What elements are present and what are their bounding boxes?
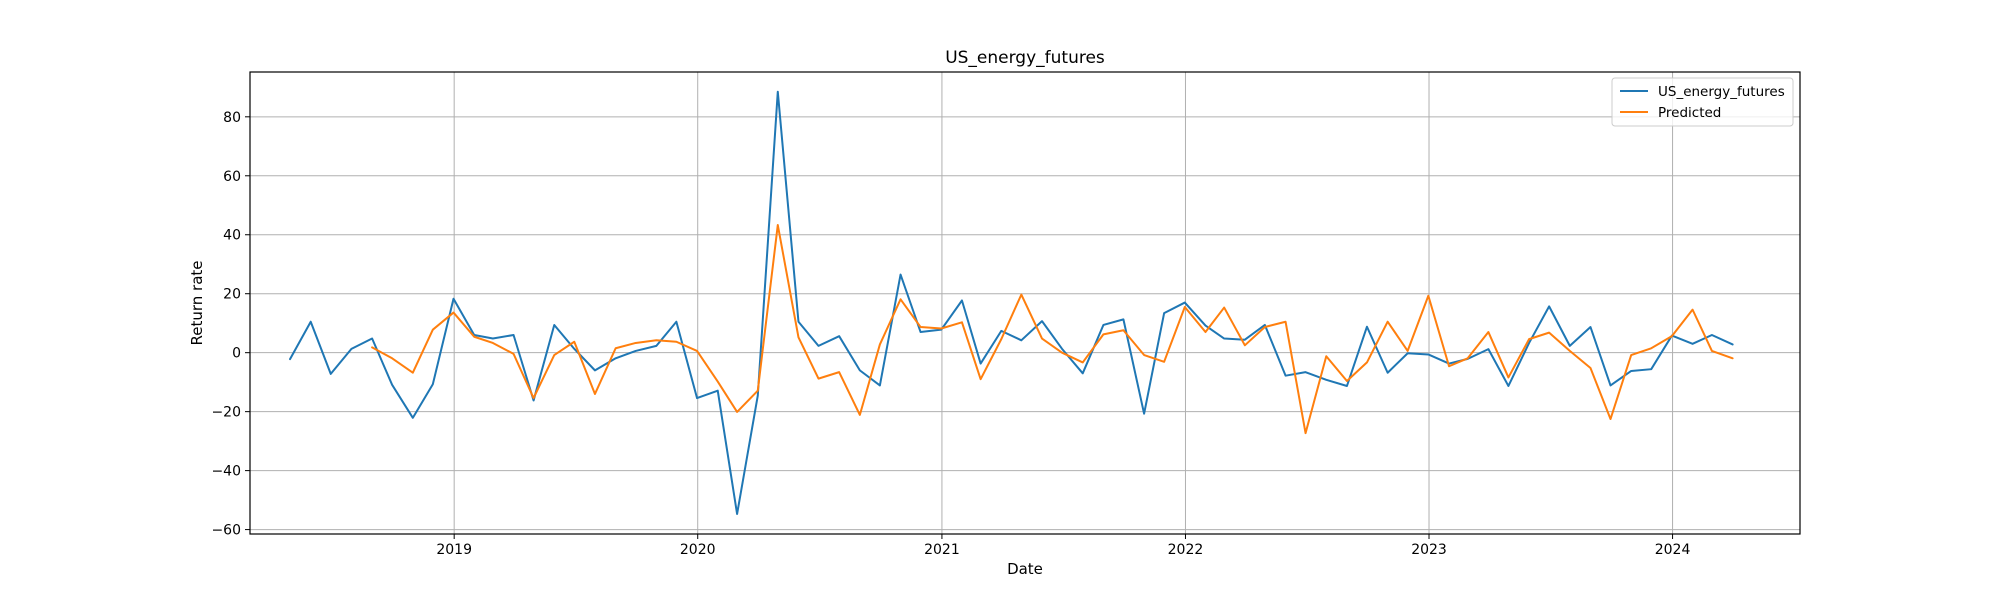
y-tick-label: −60 <box>211 523 241 539</box>
series-layer <box>289 90 1734 515</box>
y-tick-label: 80 <box>223 110 241 126</box>
y-tick-label: 20 <box>223 287 241 303</box>
x-tick-label: 2023 <box>1411 542 1447 558</box>
x-tick-label: 2024 <box>1655 542 1691 558</box>
x-tick-label: 2022 <box>1168 542 1204 558</box>
tick-layer: 2019 2020 2021 2022 2023 2024 −60 −40 −20 0 20 40 60… <box>211 110 1690 558</box>
legend: US_energy_futures Predicted <box>1611 77 1794 127</box>
x-tick-label: 2019 <box>436 542 472 558</box>
chart-title: US_energy_futures <box>945 48 1105 68</box>
y-tick-label: −40 <box>211 464 241 480</box>
y-tick-label: 0 <box>232 346 241 362</box>
legend-label-series-1: US_energy_futures <box>1658 84 1785 100</box>
plot-frame <box>249 71 1801 535</box>
grid-layer <box>250 72 1800 534</box>
y-tick-label: −20 <box>211 405 241 421</box>
legend-label-series-2: Predicted <box>1658 105 1721 121</box>
legend-box <box>1611 77 1794 127</box>
y-tick-label: 60 <box>223 169 241 185</box>
y-axis-label: Return rate <box>188 260 206 345</box>
series-line-2 <box>371 224 1734 435</box>
y-tick-label: 40 <box>223 228 241 244</box>
x-axis-label: Date <box>1007 560 1043 578</box>
x-tick-label: 2021 <box>924 542 960 558</box>
x-tick-label: 2020 <box>680 542 716 558</box>
